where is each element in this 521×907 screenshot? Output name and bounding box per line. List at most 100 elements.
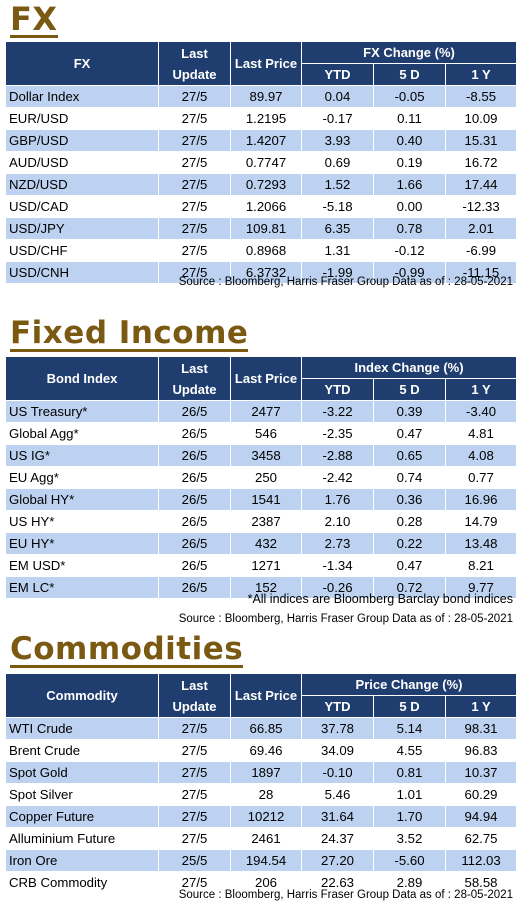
row-last-update: 27/5: [158, 151, 231, 174]
row-name: Dollar Index: [5, 85, 159, 108]
commodities-section-title: Commodities: [10, 631, 244, 668]
table-row: EU HY* 26/5 432 2.73 0.22 13.48: [5, 532, 518, 555]
row-1y: 96.83: [444, 739, 518, 762]
table-row: Global HY* 26/5 1541 1.76 0.36 16.96: [5, 488, 518, 511]
row-last-price: 2387: [230, 510, 302, 533]
row-last-price: 152: [230, 576, 302, 599]
commodities-header-5d: 5 D: [373, 695, 446, 718]
table-row: Iron Ore 25/5 194.54 27.20 -5.60 112.03: [5, 849, 518, 872]
fx-header-change-group: FX Change (%): [300, 41, 518, 64]
row-last-price: 0.8968: [230, 239, 302, 262]
table-row: Global Agg* 26/5 546 -2.35 0.47 4.81: [5, 422, 518, 445]
row-last-update: 26/5: [158, 576, 231, 599]
commodities-header-last-price: Last Price: [230, 673, 302, 718]
row-name: EU Agg*: [5, 466, 159, 489]
row-5d: 1.70: [373, 805, 446, 828]
row-ytd: -3.22: [301, 400, 374, 423]
fx-header-name: FX: [5, 41, 159, 86]
row-ytd: 0.04: [301, 85, 374, 108]
row-5d: 0.78: [373, 217, 446, 240]
row-1y: 15.31: [444, 129, 518, 152]
row-last-price: 250: [230, 466, 302, 489]
table-row: Brent Crude 27/5 69.46 34.09 4.55 96.83: [5, 739, 518, 762]
fixed-income-header-change-group: Index Change (%): [300, 356, 518, 379]
row-last-price: 89.97: [230, 85, 302, 108]
commodities-table-body: WTI Crude 27/5 66.85 37.78 5.14 98.31 Brent Cr…: [5, 717, 518, 894]
row-1y: 58.58: [444, 871, 518, 894]
row-last-price: 546: [230, 422, 302, 445]
row-last-price: 1897: [230, 761, 302, 784]
row-5d: 0.11: [373, 107, 446, 130]
table-row: USD/CAD 27/5 1.2066 -5.18 0.00 -12.33: [5, 195, 518, 218]
row-name: CRB Commodity: [5, 871, 159, 894]
row-1y: 10.09: [444, 107, 518, 130]
row-name: GBP/USD: [5, 129, 159, 152]
fixed-income-header-1y: 1 Y: [444, 378, 518, 401]
row-ytd: 34.09: [301, 739, 374, 762]
row-ytd: 5.46: [301, 783, 374, 806]
row-ytd: -5.18: [301, 195, 374, 218]
row-ytd: -2.35: [301, 422, 374, 445]
fx-header-5d: 5 D: [373, 63, 446, 86]
row-1y: -12.33: [444, 195, 518, 218]
row-1y: -8.55: [444, 85, 518, 108]
fx-table: FX Last Update Last Price FX Change (%) …: [5, 41, 518, 284]
row-1y: -11.15: [444, 261, 518, 284]
row-last-update: 27/5: [158, 217, 231, 240]
row-name: US Treasury*: [5, 400, 159, 423]
row-ytd: -0.17: [301, 107, 374, 130]
table-row: Alluminium Future 27/5 2461 24.37 3.52 62.75: [5, 827, 518, 850]
row-last-update: 26/5: [158, 400, 231, 423]
row-name: USD/JPY: [5, 217, 159, 240]
row-5d: -5.60: [373, 849, 446, 872]
row-last-price: 69.46: [230, 739, 302, 762]
row-ytd: 27.20: [301, 849, 374, 872]
fx-header-last-price: Last Price: [230, 41, 302, 86]
row-ytd: 22.63: [301, 871, 374, 894]
row-last-price: 1271: [230, 554, 302, 577]
row-ytd: 31.64: [301, 805, 374, 828]
table-row: NZD/USD 27/5 0.7293 1.52 1.66 17.44: [5, 173, 518, 196]
row-name: Global HY*: [5, 488, 159, 511]
row-last-update: 26/5: [158, 488, 231, 511]
row-1y: 112.03: [444, 849, 518, 872]
row-5d: 0.47: [373, 554, 446, 577]
row-last-update: 27/5: [158, 783, 231, 806]
row-ytd: 1.76: [301, 488, 374, 511]
table-row: EM LC* 26/5 152 -0.26 0.72 9.77: [5, 576, 518, 599]
row-name: US IG*: [5, 444, 159, 467]
row-5d: 0.72: [373, 576, 446, 599]
row-1y: 9.77: [444, 576, 518, 599]
row-ytd: 24.37: [301, 827, 374, 850]
row-5d: -0.05: [373, 85, 446, 108]
row-5d: 1.01: [373, 783, 446, 806]
table-row: Spot Silver 27/5 28 5.46 1.01 60.29: [5, 783, 518, 806]
row-ytd: 2.73: [301, 532, 374, 555]
row-last-update: 26/5: [158, 444, 231, 467]
row-last-price: 6.3732: [230, 261, 302, 284]
row-5d: 0.39: [373, 400, 446, 423]
row-1y: 16.72: [444, 151, 518, 174]
row-1y: -6.99: [444, 239, 518, 262]
row-last-price: 3458: [230, 444, 302, 467]
commodities-table: Commodity Last Update Last Price Price C…: [5, 673, 518, 894]
row-name: Brent Crude: [5, 739, 159, 762]
row-1y: 98.31: [444, 717, 518, 740]
row-last-price: 206: [230, 871, 302, 894]
table-row: EM USD* 26/5 1271 -1.34 0.47 8.21: [5, 554, 518, 577]
table-row: USD/CHF 27/5 0.8968 1.31 -0.12 -6.99: [5, 239, 518, 262]
row-1y: 60.29: [444, 783, 518, 806]
row-last-update: 25/5: [158, 849, 231, 872]
row-name: USD/CHF: [5, 239, 159, 262]
row-5d: 0.28: [373, 510, 446, 533]
row-5d: 0.22: [373, 532, 446, 555]
fixed-income-note: *All indices are Bloomberg Barclay bond …: [247, 592, 513, 606]
commodities-header-last-update: Last Update: [158, 673, 231, 718]
row-last-update: 27/5: [158, 827, 231, 850]
row-5d: 0.19: [373, 151, 446, 174]
row-last-update: 27/5: [158, 173, 231, 196]
row-last-price: 2477: [230, 400, 302, 423]
commodities-header-1y: 1 Y: [444, 695, 518, 718]
row-ytd: 1.52: [301, 173, 374, 196]
row-name: Spot Silver: [5, 783, 159, 806]
